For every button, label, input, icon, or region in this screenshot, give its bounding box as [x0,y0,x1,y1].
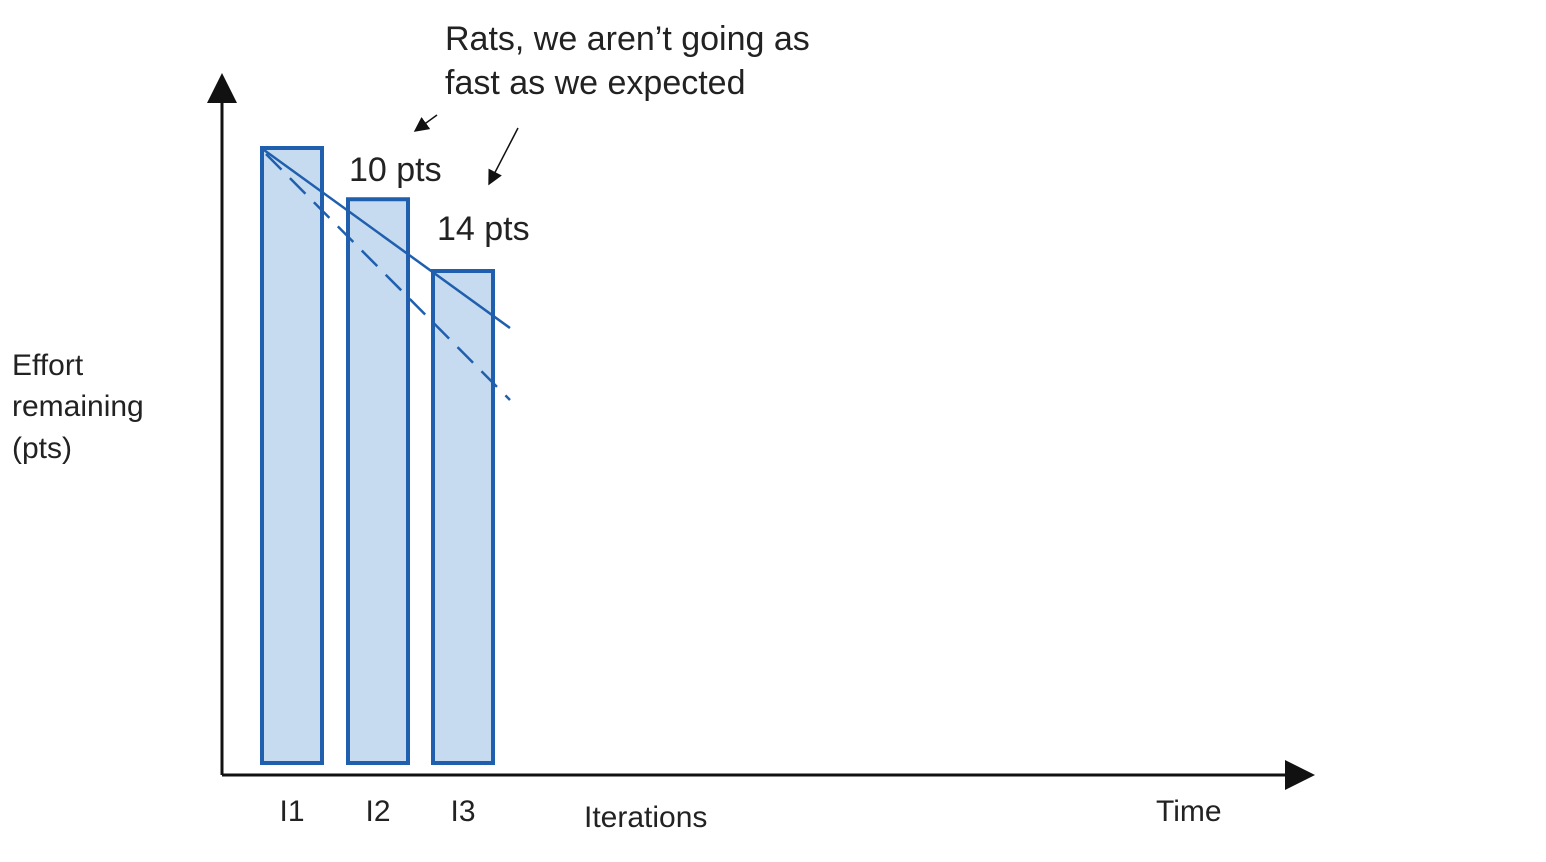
x-axis-end-label: Time [1156,795,1222,828]
annotation: fast as we expected [445,64,746,102]
y-axis-label: remaining [12,390,144,423]
bar [260,146,324,765]
bar [346,197,410,765]
y-axis-label: Effort [12,349,84,382]
x-axis-label: Iterations [584,801,707,834]
drop-label: 14 pts [437,210,530,248]
x-tick-label: I2 [365,795,390,828]
annotation: Rats, we aren’t going as [445,20,810,58]
expected-trend-line [265,153,511,401]
bar [431,269,495,765]
trend-line [263,148,511,330]
drop-label: 10 pts [349,151,442,189]
x-tick-label: I3 [450,795,475,828]
y-axis-label: (pts) [12,432,72,465]
annotation-arrow [488,127,519,186]
x-tick-label: I1 [279,795,304,828]
annotation-arrow [413,114,438,132]
